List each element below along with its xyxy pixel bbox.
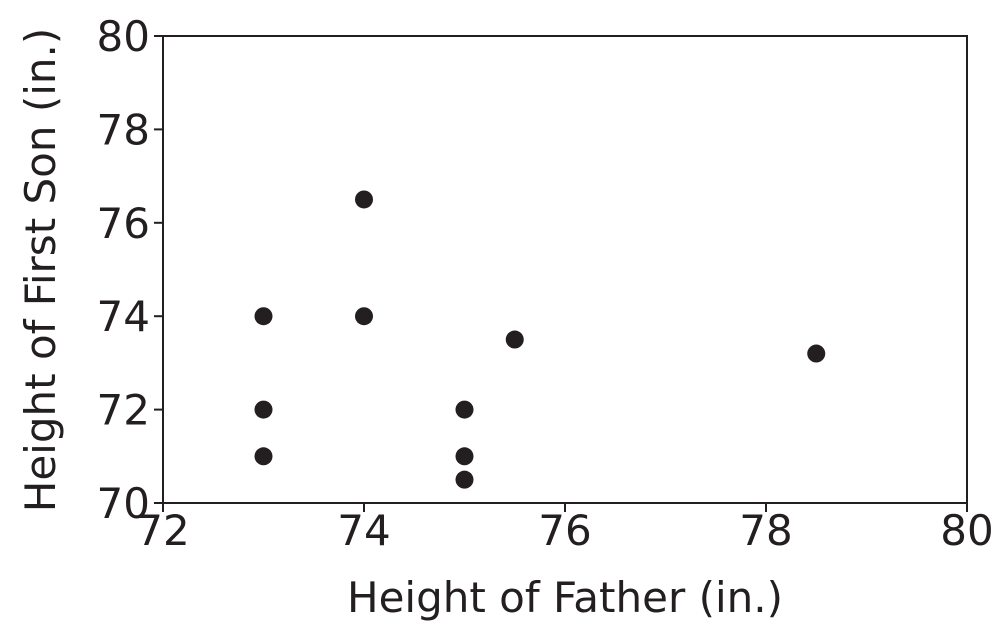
data-point <box>254 447 273 466</box>
data-point <box>455 470 474 489</box>
y-tick-label: 72 <box>97 386 150 435</box>
x-tick-label: 80 <box>940 506 993 555</box>
plot-frame <box>162 35 968 504</box>
y-tick-label: 76 <box>97 199 150 248</box>
data-point <box>355 190 373 209</box>
x-tick-label: 72 <box>136 506 189 555</box>
y-tick-label: 70 <box>97 479 150 528</box>
x-axis-title: Height of Father (in.) <box>347 573 783 622</box>
y-axis-title: Height of First Son (in.) <box>16 28 65 513</box>
data-point <box>254 400 273 419</box>
data-point <box>355 307 373 326</box>
data-point <box>807 344 826 363</box>
data-point <box>455 447 474 466</box>
data-point <box>455 400 474 419</box>
x-tick-label: 78 <box>739 506 792 555</box>
data-points <box>254 190 826 489</box>
y-tick-label: 78 <box>97 105 150 154</box>
data-point <box>254 307 273 326</box>
x-tick-label: 76 <box>538 506 591 555</box>
y-tick-label: 80 <box>97 12 150 61</box>
data-point <box>505 330 524 349</box>
axis-ticks <box>154 35 968 512</box>
x-tick-label: 74 <box>337 506 390 555</box>
y-tick-label: 74 <box>97 292 150 341</box>
